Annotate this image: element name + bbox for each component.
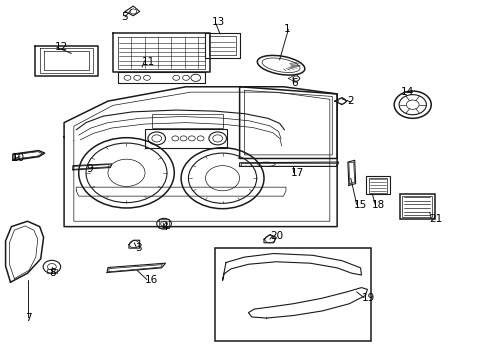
Bar bbox=[402, 196, 431, 217]
Text: 20: 20 bbox=[270, 231, 283, 240]
Text: 7: 7 bbox=[25, 313, 32, 323]
Text: 15: 15 bbox=[353, 200, 366, 210]
Text: 9: 9 bbox=[86, 164, 92, 174]
Bar bbox=[368, 178, 386, 193]
Text: 11: 11 bbox=[142, 57, 155, 67]
Text: 8: 8 bbox=[49, 268, 56, 278]
Bar bbox=[215, 248, 370, 341]
Text: 17: 17 bbox=[290, 168, 304, 178]
Bar bbox=[47, 269, 57, 273]
Text: 3: 3 bbox=[135, 243, 141, 253]
Text: 16: 16 bbox=[144, 275, 158, 285]
Text: 21: 21 bbox=[428, 215, 441, 224]
Text: 12: 12 bbox=[54, 42, 67, 52]
Text: 14: 14 bbox=[400, 87, 413, 97]
Bar bbox=[399, 194, 434, 220]
Bar bbox=[158, 220, 169, 228]
Text: 19: 19 bbox=[361, 293, 374, 303]
Text: 4: 4 bbox=[161, 222, 168, 231]
Text: 10: 10 bbox=[11, 153, 24, 163]
Text: 18: 18 bbox=[371, 200, 385, 210]
Bar bbox=[144, 129, 227, 148]
Text: 2: 2 bbox=[346, 96, 353, 106]
Bar bbox=[366, 176, 389, 194]
Text: 6: 6 bbox=[290, 78, 297, 88]
Text: 13: 13 bbox=[211, 17, 224, 27]
Bar bbox=[152, 114, 222, 128]
Text: 1: 1 bbox=[283, 24, 289, 35]
Text: 5: 5 bbox=[122, 12, 128, 22]
